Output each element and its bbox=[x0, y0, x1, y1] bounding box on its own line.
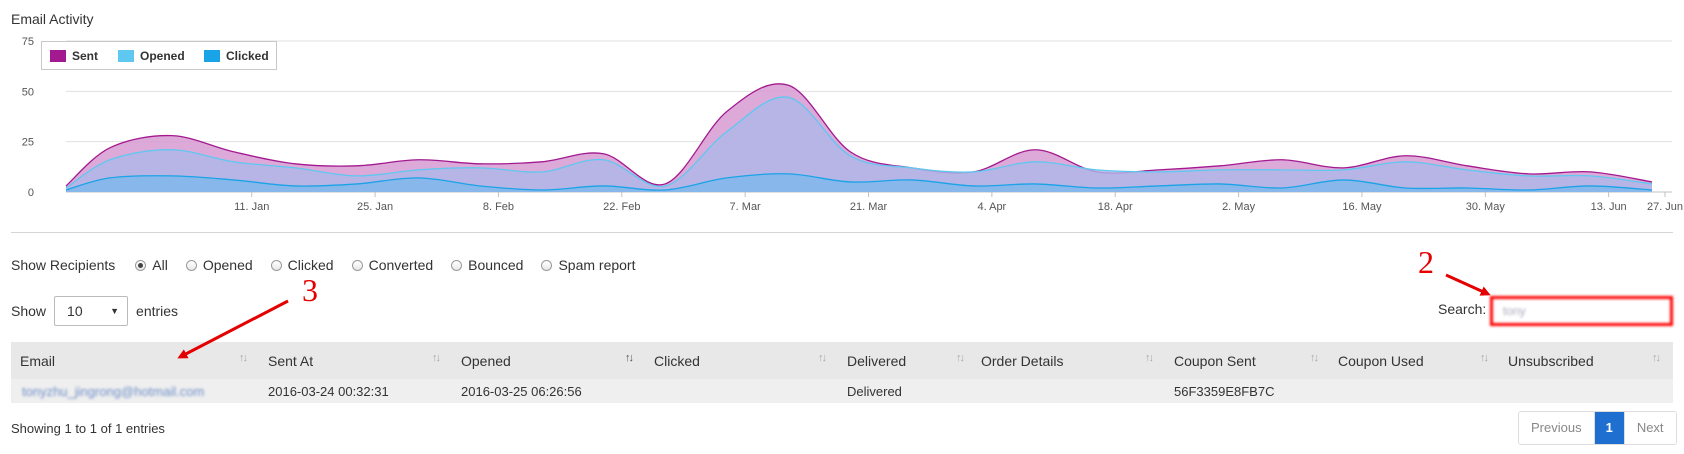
entries-length: Show 10 ▼ entries bbox=[11, 296, 178, 326]
x-tick-label: 22. Feb bbox=[603, 201, 640, 213]
annotation-label-3: 3 bbox=[302, 272, 318, 308]
column-header-sent-at[interactable]: Sent At bbox=[268, 353, 314, 369]
area-sent bbox=[66, 83, 1652, 192]
filter-radio-opened[interactable]: Opened bbox=[185, 257, 253, 273]
legend-swatch-opened bbox=[118, 50, 134, 62]
filter-label-converted: Converted bbox=[368, 257, 434, 273]
sort-icon[interactable]: ↑↓ bbox=[1145, 352, 1154, 364]
sort-icon[interactable]: ↑↓ bbox=[956, 352, 965, 364]
cell-opened: 2016-03-25 06:26:56 bbox=[461, 384, 582, 399]
annotation-arrow-2 bbox=[1445, 273, 1491, 296]
line-clicked bbox=[65, 173, 1653, 191]
pagination-page-button[interactable]: 1 bbox=[1594, 412, 1625, 444]
y-tick-label: 75 bbox=[22, 36, 34, 48]
x-tick-label: 30. May bbox=[1466, 201, 1506, 213]
sort-icon[interactable]: ↑↓ bbox=[1480, 352, 1489, 364]
sort-icon[interactable]: ↑↓ bbox=[1652, 352, 1661, 364]
x-tick-label: 4. Apr bbox=[977, 201, 1006, 213]
email-activity-chart: 0 25 50 75 11. Jan 25. Jan 8. Feb 22. Feb 7. Mar… bbox=[22, 36, 1683, 213]
line-opened bbox=[65, 96, 1653, 189]
radio-dot[interactable] bbox=[451, 259, 463, 271]
legend-label-clicked: Clicked bbox=[226, 49, 269, 63]
filter-radio-bounced[interactable]: Bounced bbox=[451, 257, 523, 273]
x-tick-label: 7. Mar bbox=[730, 201, 762, 213]
x-tick-label: 11. Jan bbox=[234, 201, 269, 213]
entries-select[interactable]: 10 ▼ bbox=[54, 296, 129, 326]
filter-radio-converted[interactable]: Converted bbox=[351, 257, 434, 273]
filter-radio-clicked[interactable]: Clicked bbox=[270, 257, 334, 273]
column-header-delivered[interactable]: Delivered bbox=[847, 353, 907, 369]
chart-title: Email Activity bbox=[11, 11, 94, 27]
table-info: Showing 1 to 1 of 1 entries bbox=[11, 421, 165, 436]
recipient-filters: Show Recipients All Opened Clicked Conve… bbox=[11, 257, 636, 273]
filter-radio-spam-report[interactable]: Spam report bbox=[541, 257, 636, 273]
pagination-next-button[interactable]: Next bbox=[1624, 412, 1676, 444]
y-tick-label: 0 bbox=[28, 187, 34, 199]
legend-label-opened: Opened bbox=[140, 49, 185, 63]
line-sent bbox=[65, 83, 1653, 187]
search-input[interactable]: tony bbox=[1490, 296, 1673, 326]
sort-icon[interactable]: ↑↓ bbox=[432, 352, 441, 364]
x-tick-label: 8. Feb bbox=[483, 201, 514, 213]
filter-label-all: All bbox=[152, 257, 168, 273]
pagination: Previous 1 Next bbox=[1518, 411, 1677, 445]
filter-label-spam-report: Spam report bbox=[558, 257, 636, 273]
x-tick-label: 13. Jun bbox=[1591, 201, 1627, 213]
column-header-opened[interactable]: Opened bbox=[461, 353, 511, 369]
radio-dot[interactable] bbox=[351, 259, 363, 271]
radio-dot[interactable] bbox=[270, 259, 282, 271]
x-tick-label: 16. May bbox=[1342, 201, 1382, 213]
chart-legend: Sent Opened Clicked bbox=[41, 41, 277, 70]
column-header-order-details[interactable]: Order Details bbox=[981, 353, 1064, 369]
x-tick-label: 27. Jun bbox=[1647, 201, 1683, 213]
y-tick-label: 50 bbox=[22, 86, 34, 98]
filters-label: Show Recipients bbox=[11, 257, 116, 273]
legend-item-opened[interactable]: Opened bbox=[118, 49, 185, 63]
cell-email: tonyzhu_jingrong@hotmail.com bbox=[22, 384, 205, 399]
legend-swatch-clicked bbox=[204, 50, 220, 62]
search-label: Search: bbox=[1438, 301, 1487, 317]
annotation-label-2: 2 bbox=[1418, 244, 1434, 280]
entries-select-value: 10 bbox=[67, 303, 83, 319]
caret-down-icon: ▼ bbox=[110, 306, 120, 316]
table-row: tonyzhu_jingrong@hotmail.com 2016-03-24 … bbox=[11, 379, 1673, 403]
radio-dot[interactable] bbox=[541, 259, 553, 271]
cell-sent-at: 2016-03-24 00:32:31 bbox=[268, 384, 389, 399]
x-tick-label: 25. Jan bbox=[357, 201, 393, 213]
pagination-previous-button[interactable]: Previous bbox=[1519, 412, 1595, 444]
sort-icon[interactable]: ↑↓ bbox=[818, 352, 827, 364]
radio-dot[interactable] bbox=[185, 259, 197, 271]
cell-coupon-sent: 56F3359E8FB7C bbox=[1174, 384, 1275, 399]
sort-asc-icon[interactable]: ↑↓ bbox=[625, 352, 634, 364]
radio-dot[interactable] bbox=[135, 259, 147, 271]
chart-axes: 0 25 50 75 11. Jan 25. Jan 8. Feb 22. Feb 7. Mar… bbox=[22, 36, 1683, 213]
filter-radio-all[interactable]: All bbox=[135, 257, 168, 273]
legend-label-sent: Sent bbox=[72, 49, 99, 63]
x-tick-label: 18. Apr bbox=[1098, 201, 1133, 213]
x-tick-label: 2. May bbox=[1222, 201, 1256, 213]
cell-delivered: Delivered bbox=[847, 384, 902, 399]
column-header-coupon-used[interactable]: Coupon Used bbox=[1338, 353, 1424, 369]
filter-label-clicked: Clicked bbox=[287, 257, 334, 273]
chart-areas bbox=[65, 83, 1653, 192]
entries-label: entries bbox=[136, 303, 179, 319]
column-header-email[interactable]: Email bbox=[20, 353, 56, 369]
column-header-coupon-sent[interactable]: Coupon Sent bbox=[1174, 353, 1256, 369]
column-header-unsubscribed[interactable]: Unsubscribed bbox=[1508, 353, 1594, 369]
area-clicked bbox=[66, 173, 1652, 192]
legend-swatch-sent bbox=[50, 50, 66, 62]
legend-item-clicked[interactable]: Clicked bbox=[204, 49, 269, 63]
section-divider bbox=[11, 232, 1673, 233]
sort-icon[interactable]: ↑↓ bbox=[239, 352, 248, 364]
legend-item-sent[interactable]: Sent bbox=[50, 49, 98, 63]
area-opened bbox=[66, 96, 1652, 192]
show-label: Show bbox=[11, 303, 47, 319]
table-header: Email ↑↓ Sent At ↑↓ Opened ↑↓ Clicked ↑↓… bbox=[11, 342, 1673, 379]
column-header-clicked[interactable]: Clicked bbox=[654, 353, 700, 369]
y-tick-label: 25 bbox=[22, 137, 34, 149]
filter-label-opened: Opened bbox=[202, 257, 253, 273]
sort-icon[interactable]: ↑↓ bbox=[1310, 352, 1319, 364]
filter-label-bounced: Bounced bbox=[468, 257, 524, 273]
x-tick-label: 21. Mar bbox=[850, 201, 888, 213]
